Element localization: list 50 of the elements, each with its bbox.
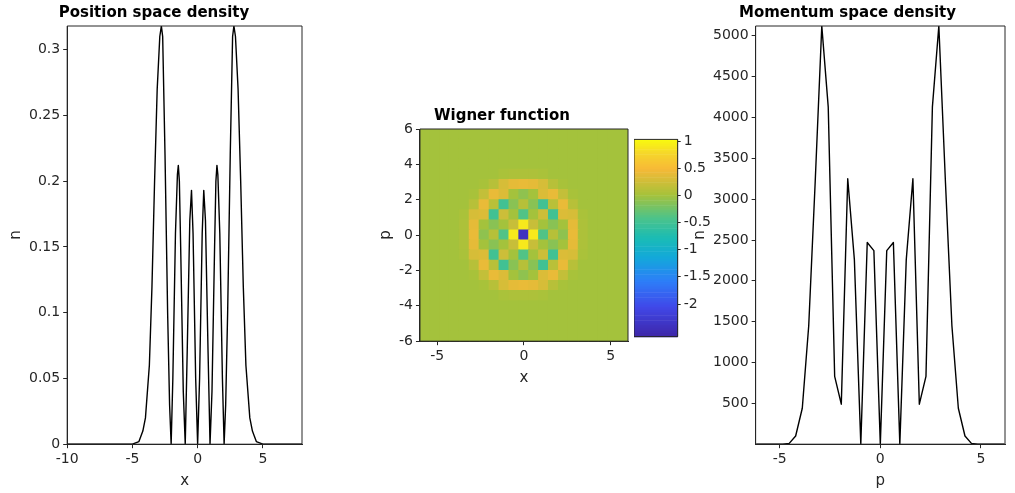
x-tick-label: -5 xyxy=(772,450,787,467)
y-axis-title: p xyxy=(375,230,394,240)
y-tick-label: 3000 xyxy=(712,189,749,206)
x-tick-label: -5 xyxy=(430,347,445,364)
x-tick-label: 0 xyxy=(193,450,203,467)
chart-title: Position space density xyxy=(58,2,250,21)
y-tick-label: 0.2 xyxy=(37,171,61,188)
chart-title: Momentum space density xyxy=(738,2,957,21)
chart-title: Wigner function xyxy=(434,105,570,124)
y-tick-label: 0 xyxy=(404,225,413,242)
color-bar-label: 0 xyxy=(683,186,693,202)
y-tick-label: 0.25 xyxy=(29,106,61,123)
y-tick-label: 3500 xyxy=(712,148,749,165)
color-bar-label: -0.5 xyxy=(683,213,712,230)
x-axis-title: x xyxy=(180,470,190,489)
y-tick-label: -6 xyxy=(398,331,414,348)
y-tick-label: 5000 xyxy=(712,26,749,43)
color-bar-label: -1 xyxy=(683,240,698,257)
y-tick-label: 4000 xyxy=(712,108,749,125)
x-tick-label: 5 xyxy=(606,347,616,364)
y-tick-label: 0.1 xyxy=(37,303,61,320)
y-tick-label: 2 xyxy=(404,190,413,207)
y-tick-label: 0 xyxy=(51,434,61,451)
y-tick-label: 1000 xyxy=(712,353,749,370)
y-axis-title: n xyxy=(5,230,24,240)
y-tick-label: 1500 xyxy=(712,312,749,329)
x-axis-title: x xyxy=(519,367,529,386)
color-bar-label: 0.5 xyxy=(683,158,706,175)
x-tick-label: 5 xyxy=(976,450,986,467)
x-tick-label: -5 xyxy=(125,450,140,467)
y-tick-label: 4 xyxy=(404,155,414,172)
color-bar-label: 1 xyxy=(683,131,693,148)
x-tick-label: 0 xyxy=(519,347,529,364)
y-axis-title: n xyxy=(689,230,708,240)
y-tick-label: 0.15 xyxy=(29,237,61,254)
y-tick-label: 2500 xyxy=(712,230,749,247)
y-tick-label: 2000 xyxy=(712,271,749,288)
y-tick-label: 6 xyxy=(404,119,414,136)
y-tick-label: 4500 xyxy=(712,67,749,84)
color-bar-label: -2 xyxy=(683,294,698,311)
y-tick-label: 0.3 xyxy=(37,40,61,57)
x-tick-label: 5 xyxy=(258,450,268,467)
x-axis-title: p xyxy=(875,470,886,489)
y-tick-label: -4 xyxy=(398,296,414,313)
x-tick-label: 0 xyxy=(875,450,885,467)
x-tick-label: -10 xyxy=(55,450,79,467)
y-tick-label: 500 xyxy=(721,394,749,410)
y-tick-label: 0.05 xyxy=(29,369,61,386)
y-tick-label: -2 xyxy=(398,261,413,278)
color-bar-label: -1.5 xyxy=(683,267,712,284)
